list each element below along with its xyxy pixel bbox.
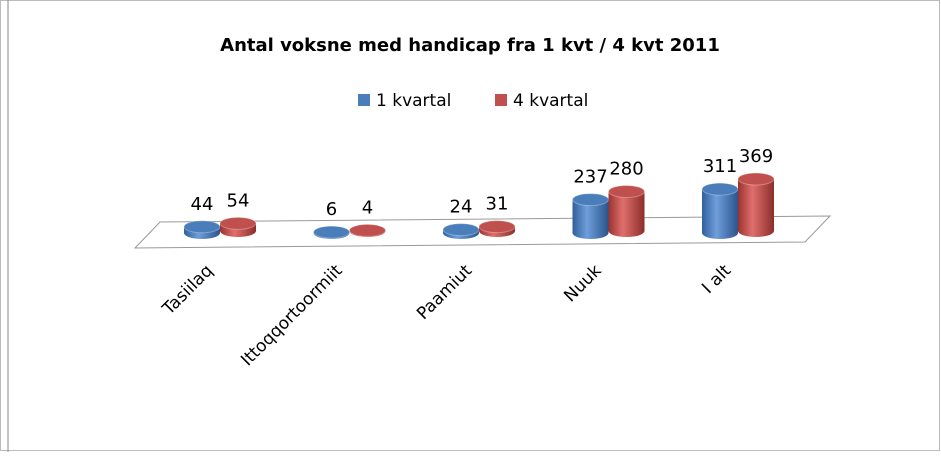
bar-bottom [738, 225, 774, 237]
bar [608, 185, 645, 237]
bar-top [478, 220, 516, 234]
value-label: 4 [362, 197, 373, 218]
value-label: 280 [609, 159, 643, 180]
value-label: 311 [703, 156, 737, 177]
bar [183, 220, 221, 239]
bar-top [442, 223, 480, 237]
bar-body [608, 191, 645, 231]
bar [313, 225, 350, 239]
bar-top [701, 182, 739, 196]
value-label: 6 [326, 199, 337, 220]
bar-bottom [572, 227, 609, 239]
bar-top [737, 172, 775, 186]
legend-label: 4 kvartal [513, 91, 588, 111]
chart-title: Antal voksne med handicap fra 1 kvt / 4 … [220, 35, 720, 56]
value-label: 237 [573, 167, 607, 188]
bar-bottom [702, 227, 738, 239]
bar-bottom [608, 225, 645, 237]
value-label: 31 [486, 194, 509, 215]
value-label: 369 [739, 146, 773, 167]
bar-top [313, 225, 350, 239]
bar-body [702, 189, 738, 233]
bar-body [738, 179, 774, 231]
bar-top [219, 216, 257, 230]
legend-swatch [495, 94, 507, 106]
value-label: 54 [227, 190, 250, 211]
bar [572, 193, 609, 239]
bar [442, 223, 480, 239]
bar-top [608, 185, 645, 199]
bar-top [572, 193, 609, 207]
bar [349, 223, 386, 237]
legend-label: 1 kvartal [376, 91, 451, 111]
legend-swatch [358, 94, 370, 106]
bar-top [349, 223, 386, 237]
bar [478, 220, 516, 237]
bar [737, 172, 775, 237]
value-label: 24 [450, 197, 473, 218]
bar-top [183, 220, 221, 234]
bar [219, 216, 257, 237]
bar [701, 182, 739, 239]
value-label: 44 [191, 194, 214, 215]
